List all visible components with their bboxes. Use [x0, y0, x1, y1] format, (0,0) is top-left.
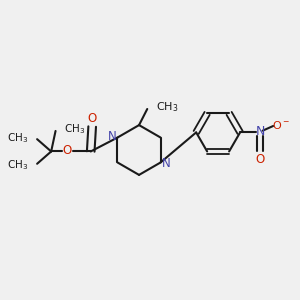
- Text: O$^-$: O$^-$: [272, 119, 290, 131]
- Text: CH$_3$: CH$_3$: [7, 158, 28, 172]
- Text: N: N: [161, 157, 170, 169]
- Text: O: O: [62, 144, 71, 158]
- Text: CH$_3$: CH$_3$: [64, 123, 86, 136]
- Text: CH$_3$: CH$_3$: [156, 100, 178, 114]
- Text: O: O: [255, 153, 265, 166]
- Text: N: N: [108, 130, 117, 143]
- Text: CH$_3$: CH$_3$: [7, 131, 28, 145]
- Text: O: O: [88, 112, 97, 125]
- Text: N: N: [255, 125, 265, 138]
